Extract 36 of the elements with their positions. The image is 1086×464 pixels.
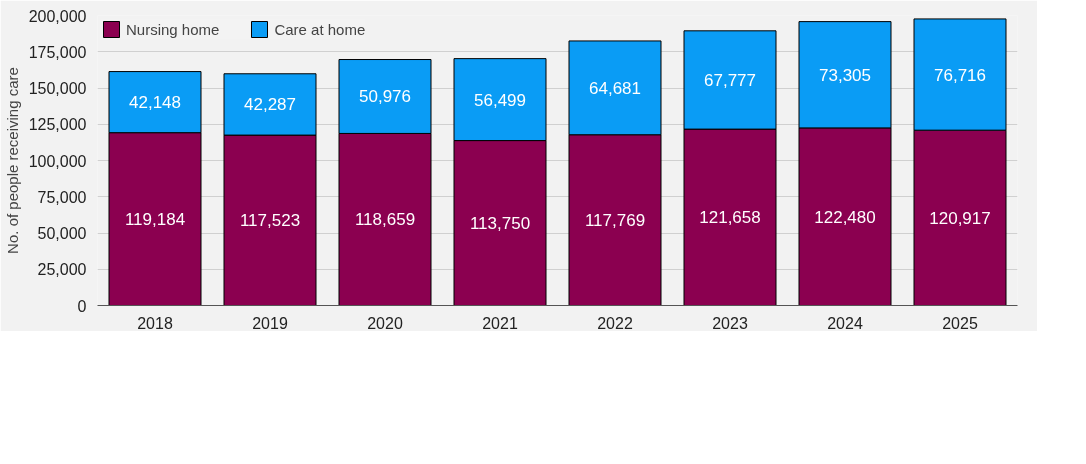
x-tick-label: 2020 — [367, 314, 403, 332]
x-tick-label: 2019 — [252, 314, 288, 332]
legend-label: Nursing home — [126, 20, 220, 38]
data-label: 42,287 — [244, 95, 296, 115]
y-tick-label: 0 — [77, 297, 87, 315]
legend-label: Care at home — [274, 20, 366, 38]
data-label: 118,659 — [354, 210, 416, 230]
y-axis-title: No. of people receiving care — [3, 67, 21, 254]
y-tick-label: 175,000 — [28, 43, 87, 61]
y-tick-label: 75,000 — [37, 188, 87, 206]
y-tick-label: 125,000 — [28, 116, 87, 134]
data-label: 120,917 — [929, 208, 991, 228]
data-label: 64,681 — [589, 78, 641, 98]
y-tick-label: 50,000 — [37, 225, 87, 242]
data-label: 56,499 — [474, 90, 526, 110]
x-tick-label: 2024 — [827, 314, 863, 332]
data-label: 50,976 — [359, 87, 411, 107]
data-label: 73,305 — [819, 65, 871, 85]
data-label: 119,184 — [124, 210, 186, 230]
x-tick-label: 2025 — [942, 314, 978, 332]
data-label: 67,777 — [704, 70, 756, 90]
data-label: 117,523 — [239, 211, 301, 231]
y-tick-label: 200,000 — [28, 7, 87, 25]
x-tick-label: 2023 — [712, 314, 748, 332]
x-tick-label: 2022 — [597, 314, 633, 332]
data-label: 121,658 — [699, 208, 761, 228]
x-tick-label: 2021 — [482, 314, 518, 332]
data-label: 76,716 — [934, 65, 986, 85]
data-label: 113,750 — [469, 214, 531, 234]
y-tick-label: 25,000 — [37, 261, 87, 279]
y-tick-label: 100,000 — [28, 152, 87, 170]
x-tick-label: 2018 — [137, 314, 173, 332]
data-label: 42,148 — [129, 93, 181, 113]
y-tick-label: 150,000 — [28, 80, 87, 97]
data-label: 117,769 — [584, 211, 646, 231]
data-label: 122,480 — [814, 207, 876, 227]
